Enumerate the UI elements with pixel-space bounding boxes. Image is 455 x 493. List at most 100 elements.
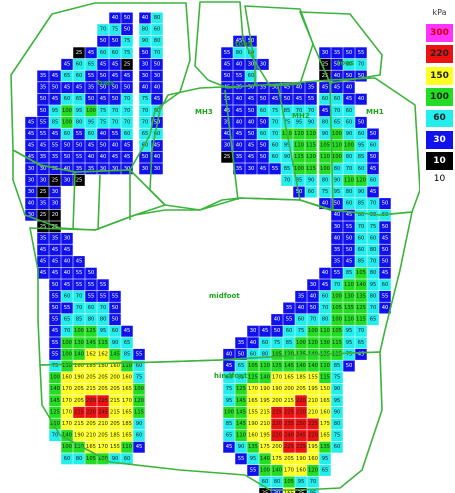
heatmap-cell-value: 75 xyxy=(124,38,131,44)
heatmap-cell xyxy=(245,140,257,152)
heatmap-cell-value: 55 xyxy=(76,154,83,160)
heatmap-cell-value: 70 xyxy=(322,305,329,311)
heatmap-cell xyxy=(109,82,121,94)
heatmap-cell-value: 40 xyxy=(236,143,243,149)
heatmap-cell-value: 50 xyxy=(346,363,353,369)
heatmap-cell-value: 60 xyxy=(248,73,255,79)
heatmap-cell-value: 190 xyxy=(260,386,270,392)
heatmap-cell xyxy=(271,430,283,442)
heatmap-cell xyxy=(283,395,295,407)
heatmap-cell-value: 45 xyxy=(260,166,267,172)
heatmap-cell xyxy=(223,441,235,453)
heatmap-cell xyxy=(37,82,49,94)
heatmap-cell xyxy=(73,151,85,163)
heatmap-cell-value: 70 xyxy=(272,119,279,125)
heatmap-cell-value: 35 xyxy=(308,85,315,91)
heatmap-cell xyxy=(235,360,247,372)
heatmap-cell xyxy=(367,221,379,233)
heatmap-cell xyxy=(49,267,61,279)
heatmap-cell-value: 50 xyxy=(100,143,107,149)
heatmap-cell xyxy=(283,314,295,326)
heatmap-cell xyxy=(73,70,85,82)
heatmap-cell-value: 95 xyxy=(346,328,353,334)
heatmap-cell xyxy=(97,348,109,360)
heatmap-cell-value: 110 xyxy=(320,154,330,160)
heatmap-cell xyxy=(49,70,61,82)
heatmap-cell xyxy=(109,302,121,314)
heatmap-cell-value: 195 xyxy=(308,386,318,392)
heatmap-cell xyxy=(283,406,295,418)
heatmap-cell xyxy=(307,430,319,442)
heatmap-cell-value: 60 xyxy=(262,479,269,485)
heatmap-cell-value: 60 xyxy=(346,201,353,207)
heatmap-cell xyxy=(307,453,319,465)
heatmap-cell-value: 125 xyxy=(86,328,96,334)
heatmap-cell xyxy=(247,453,259,465)
heatmap-cell xyxy=(233,151,245,163)
heatmap-cell xyxy=(223,406,235,418)
heatmap-cell xyxy=(61,302,73,314)
heatmap-cell-value: 125 xyxy=(272,363,282,369)
heatmap-cell-value: 60 xyxy=(358,247,365,253)
heatmap-cell-value: 55 xyxy=(88,293,95,299)
heatmap-cell-value: 90 xyxy=(346,131,353,137)
heatmap-cell xyxy=(367,128,379,140)
heatmap-cell-value: 70 xyxy=(142,119,149,125)
heatmap-cell-value: 110 xyxy=(260,363,270,369)
heatmap-cell xyxy=(269,93,281,105)
heatmap-cell xyxy=(223,418,235,430)
heatmap-cell-value: 50 xyxy=(88,270,95,276)
heatmap-cell-value: 40 xyxy=(248,119,255,125)
heatmap-cell-value: 45 xyxy=(52,247,59,253)
heatmap-cell xyxy=(37,128,49,140)
heatmap-cell xyxy=(283,337,295,349)
heatmap-cell xyxy=(73,256,85,268)
heatmap-cell-value: 75 xyxy=(100,119,107,125)
heatmap-cell xyxy=(281,174,293,186)
heatmap-cell-value: 115 xyxy=(306,143,316,149)
heatmap-cell xyxy=(343,93,355,105)
heatmap-cell xyxy=(235,441,247,453)
heatmap-cell-value: 215 xyxy=(74,421,84,427)
heatmap-cell xyxy=(61,58,73,70)
heatmap-cell-value: 35 xyxy=(88,166,95,172)
heatmap-cell-value: 50 xyxy=(100,38,107,44)
heatmap-cell xyxy=(61,244,73,256)
heatmap-cell xyxy=(283,325,295,337)
heatmap-cell xyxy=(85,163,97,175)
heatmap-cell xyxy=(85,58,97,70)
heatmap-cell xyxy=(85,93,97,105)
heatmap-cell xyxy=(73,140,85,152)
heatmap-cell xyxy=(245,116,257,128)
heatmap-cell-value: 200 xyxy=(272,398,282,404)
heatmap-cell-value: 245 xyxy=(98,409,108,415)
heatmap-cell xyxy=(295,441,307,453)
heatmap-cell xyxy=(343,47,355,59)
heatmap-cell xyxy=(305,93,317,105)
heatmap-cell-value: 60 xyxy=(248,50,255,56)
heatmap-cell xyxy=(109,12,121,24)
heatmap-cell xyxy=(221,58,233,70)
heatmap-cell-value: 50 xyxy=(238,351,245,357)
heatmap-cell-value: 35 xyxy=(238,340,245,346)
heatmap-cell-value: 50 xyxy=(52,85,59,91)
heatmap-cell-value: 25 xyxy=(124,61,131,67)
heatmap-cell-value: 110 xyxy=(306,131,316,137)
heatmap-cell-value: 50 xyxy=(100,73,107,79)
heatmap-cell xyxy=(307,395,319,407)
heatmap-cell xyxy=(49,406,61,418)
heatmap-cell-value: 100 xyxy=(134,386,144,392)
heatmap-cell xyxy=(97,47,109,59)
heatmap-cell xyxy=(97,140,109,152)
heatmap-cell-value: 50 xyxy=(52,282,59,288)
heatmap-cell xyxy=(283,360,295,372)
heatmap-cell xyxy=(355,279,367,291)
heatmap-cell xyxy=(343,244,355,256)
heatmap-cell-value: 125 xyxy=(236,386,246,392)
heatmap-cell xyxy=(139,12,151,24)
heatmap-cell xyxy=(49,232,61,244)
heatmap-cell-value: 55 xyxy=(76,131,83,137)
heatmap-cell-value: 75 xyxy=(142,96,149,102)
heatmap-cell xyxy=(49,360,61,372)
heatmap-cell xyxy=(319,93,331,105)
